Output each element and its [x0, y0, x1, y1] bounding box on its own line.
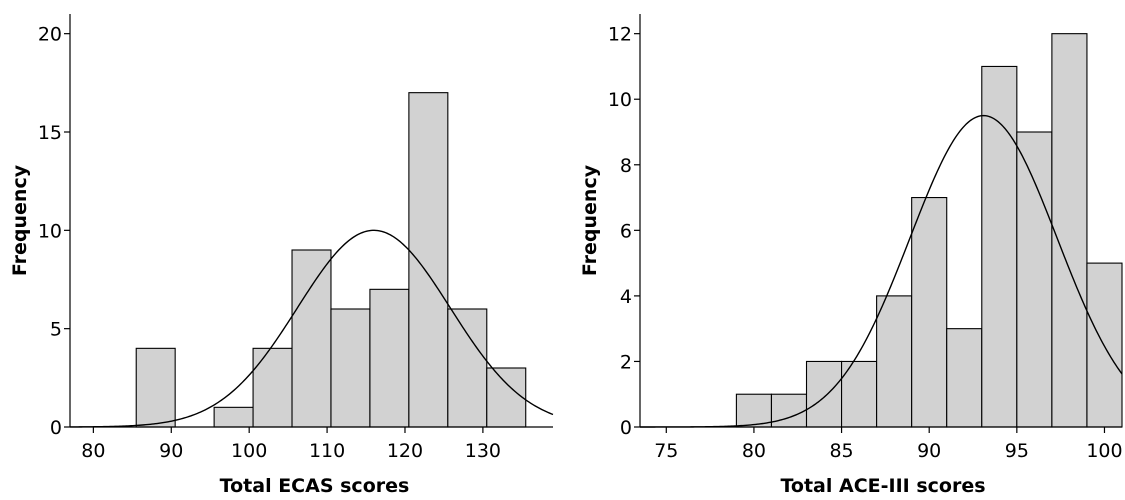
x-tick-label: 100 [1086, 440, 1122, 462]
x-tick-label: 110 [309, 440, 345, 462]
y-tick-label: 10 [38, 220, 62, 242]
histogram-bar [735, 393, 773, 428]
histogram-bar [1051, 33, 1088, 428]
y-tick-label: 0 [620, 417, 632, 439]
x-tick-label: 120 [387, 440, 423, 462]
ace-histogram: 75 80 85 90 95 100 0 2 4 6 8 10 12 Total ACE-III scor… [579, 14, 1123, 497]
histogram-bar [876, 295, 913, 428]
x-tick-label: 100 [231, 440, 267, 462]
x-axis-title: Total ACE-III scores [780, 475, 985, 497]
histogram-bar [447, 308, 488, 428]
y-tick-label: 15 [38, 122, 62, 144]
x-tick-label: 80 [742, 440, 766, 462]
y-tick-label: 0 [50, 417, 62, 439]
y-tick-label: 8 [620, 155, 632, 177]
histogram-bar [911, 197, 948, 428]
ecas-histogram: 80 90 100 110 120 130 0 5 10 15 20 Total ECAS score… [9, 14, 554, 497]
histogram-bar [330, 308, 371, 428]
y-tick-label: 20 [38, 24, 62, 46]
histogram-bar [291, 249, 332, 428]
x-tick-label: 80 [81, 440, 105, 462]
x-tick-label: 90 [159, 440, 183, 462]
x-axis-title: Total ECAS scores [220, 475, 410, 497]
histogram-bar [770, 393, 808, 428]
x-tick-label: 130 [465, 440, 501, 462]
histogram-bar [805, 360, 843, 428]
y-axis-title: Frequency [9, 164, 31, 276]
x-tick-label: 90 [917, 440, 941, 462]
y-tick-label: 5 [50, 319, 62, 341]
histogram-bar [486, 367, 527, 428]
x-tick-label: 85 [829, 440, 853, 462]
y-tick-label: 12 [608, 24, 632, 46]
y-tick-label: 6 [620, 220, 632, 242]
y-tick-label: 2 [620, 351, 632, 373]
histogram-bar [135, 347, 176, 428]
x-tick-label: 95 [1005, 440, 1029, 462]
histogram-bar [981, 65, 1018, 428]
histogram-bar [252, 347, 293, 428]
histogram-bar [1016, 131, 1053, 428]
y-axis-title: Frequency [579, 164, 601, 276]
y-tick-label: 4 [620, 286, 632, 308]
y-tick-label: 10 [608, 89, 632, 111]
normal-curve [69, 229, 554, 428]
x-tick-label: 75 [654, 440, 678, 462]
histogram-bar [408, 92, 449, 428]
histogram-bar [369, 288, 410, 428]
histogram-bar [946, 328, 983, 428]
histogram-bar [213, 406, 254, 428]
